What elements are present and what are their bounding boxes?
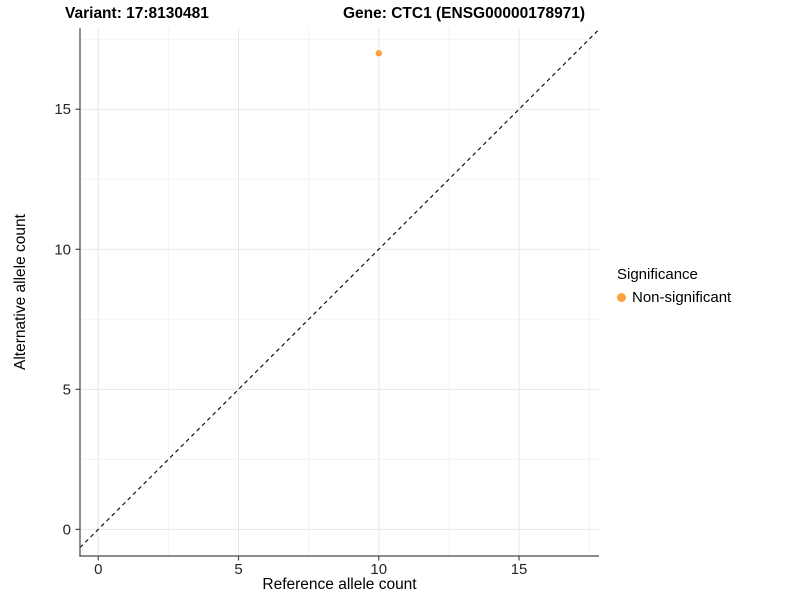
svg-text:15: 15: [54, 101, 71, 118]
svg-text:0: 0: [63, 521, 71, 538]
svg-text:10: 10: [370, 561, 387, 578]
svg-text:0: 0: [94, 561, 102, 578]
gene-title: Gene: CTC1 (ENSG00000178971): [343, 5, 586, 22]
x-axis-title: Reference allele count: [262, 576, 417, 593]
legend-item: Non-significant: [617, 289, 731, 306]
legend-title: Significance: [617, 266, 698, 283]
y-axis-title: Alternative allele count: [12, 214, 29, 370]
svg-text:10: 10: [54, 241, 71, 258]
svg-text:5: 5: [63, 381, 71, 398]
variant-title: Variant: 17:8130481: [65, 5, 209, 22]
legend-dot-icon: [617, 293, 626, 302]
svg-text:15: 15: [511, 561, 528, 578]
legend: Significance Non-significant: [617, 266, 731, 306]
legend-item-label: Non-significant: [632, 289, 732, 306]
svg-text:5: 5: [234, 561, 242, 578]
